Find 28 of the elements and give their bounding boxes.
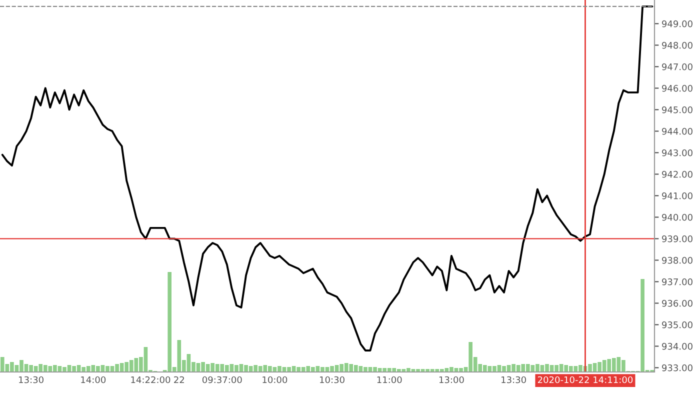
y-tick-label: 944.00: [662, 128, 692, 135]
y-tick-label: 938.00: [662, 256, 692, 264]
y-tick-label: 942.00: [662, 170, 692, 178]
y-tick-label: 935.00: [662, 321, 692, 328]
y-tick-label: 945.00: [662, 106, 692, 114]
y-tick-label: 948.00: [662, 42, 692, 49]
x-tick-label: 13:30: [502, 376, 526, 384]
y-tick-label: 939.00: [662, 235, 692, 242]
x-tick-label: 13:30: [19, 376, 44, 384]
y-tick-label: 946.00: [662, 84, 692, 92]
x-tick-label: 10:30: [320, 376, 344, 384]
x-tick-label: 22: [174, 376, 184, 384]
x-tick-label: 14:00: [81, 376, 106, 384]
x-tick-label: 09:37:00: [202, 376, 242, 384]
y-tick-label: 949.00: [662, 20, 692, 28]
y-tick-label: 940.00: [662, 214, 692, 221]
x-tick-label: 13:00: [439, 376, 464, 384]
y-tick-label: 941.00: [662, 192, 692, 200]
y-tick-label: 937.00: [662, 278, 692, 286]
y-tick-label: 934.00: [662, 342, 692, 350]
y-tick-label: 936.00: [662, 300, 692, 307]
y-tick-label: 933.00: [662, 364, 692, 372]
x-tick-label: 11:00: [377, 376, 402, 384]
x-tick-label: 2020-10-22 14:11:00: [538, 376, 633, 384]
x-tick-label: 10:00: [262, 376, 288, 384]
y-tick-label: 947.00: [662, 63, 692, 70]
x-tick-label: 14:22:00: [131, 376, 170, 384]
y-tick-label: 943.00: [662, 149, 692, 156]
